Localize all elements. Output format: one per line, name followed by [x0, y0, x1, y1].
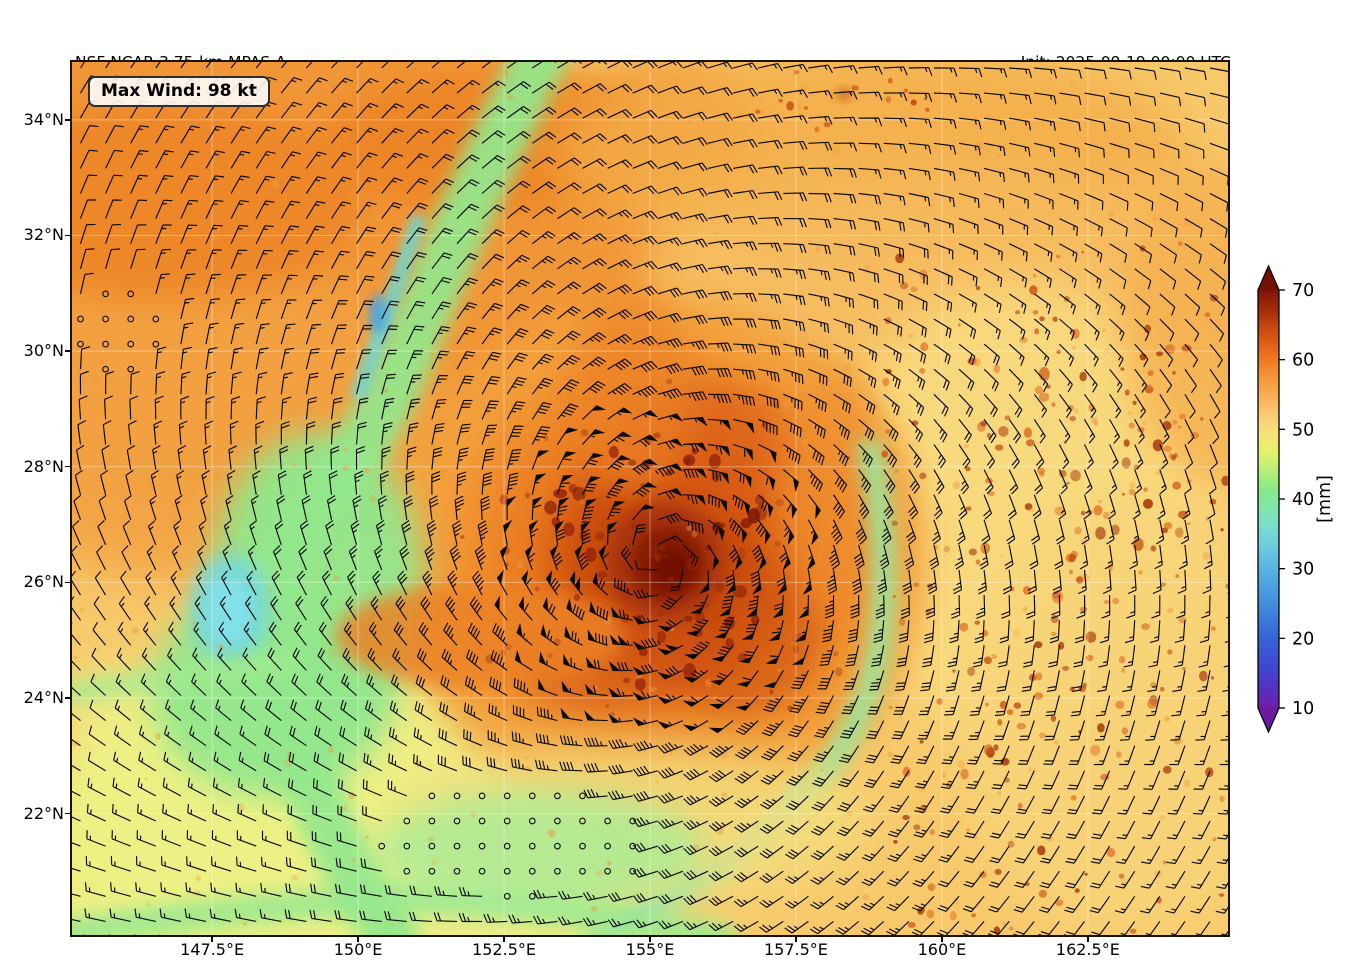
colorbar: 10 20 30 40 50 60 70 [mm] — [1257, 264, 1335, 734]
x-tick-label: 162.5°E — [1055, 940, 1120, 959]
x-tick-label: 147.5°E — [180, 940, 245, 959]
colorbar-tick-label: 40 — [1292, 490, 1314, 510]
tpw-wind-map — [72, 62, 1228, 935]
y-tick-mark — [65, 812, 70, 815]
colorbar-tick-label: 70 — [1292, 281, 1314, 301]
y-tick-mark — [65, 697, 70, 699]
y-tick-label: 32°N — [23, 225, 64, 245]
y-tick-mark — [65, 119, 70, 121]
max-wind-badge: Max Wind: 98 kt — [88, 76, 270, 107]
y-tick-mark — [65, 234, 70, 237]
y-tick-label: 34°N — [23, 109, 64, 129]
colorbar-tick-label: 10 — [1292, 699, 1314, 719]
x-tick-mark — [795, 937, 797, 942]
colorbar-tick-label: 30 — [1292, 560, 1314, 580]
x-tick-mark — [503, 937, 505, 942]
colorbar-units-label: [mm] — [1315, 475, 1335, 523]
x-tick-mark — [1087, 937, 1089, 942]
x-tick-mark — [211, 937, 213, 942]
y-tick-label: 30°N — [23, 341, 64, 361]
x-tick-mark — [941, 937, 943, 942]
y-tick-label: 26°N — [23, 572, 64, 592]
x-tick-mark — [649, 937, 651, 942]
y-tick-label: 24°N — [23, 687, 64, 707]
x-tick-label: 160°E — [917, 940, 967, 959]
colorbar-tick-label: 50 — [1292, 420, 1314, 440]
y-tick-mark — [65, 581, 70, 584]
x-tick-label: 150°E — [333, 940, 383, 959]
colorbar-tick-label: 20 — [1292, 629, 1314, 649]
x-tick-label: 155°E — [625, 940, 675, 959]
map-panel — [70, 60, 1230, 937]
y-tick-label: 22°N — [23, 803, 64, 823]
y-tick-mark — [65, 465, 70, 468]
y-tick-label: 28°N — [23, 456, 64, 476]
x-tick-mark — [357, 937, 359, 942]
x-tick-label: 152.5°E — [472, 940, 536, 959]
x-tick-label: 157.5°E — [763, 940, 828, 959]
colorbar-tick-label: 60 — [1292, 351, 1314, 371]
y-tick-mark — [65, 350, 70, 352]
